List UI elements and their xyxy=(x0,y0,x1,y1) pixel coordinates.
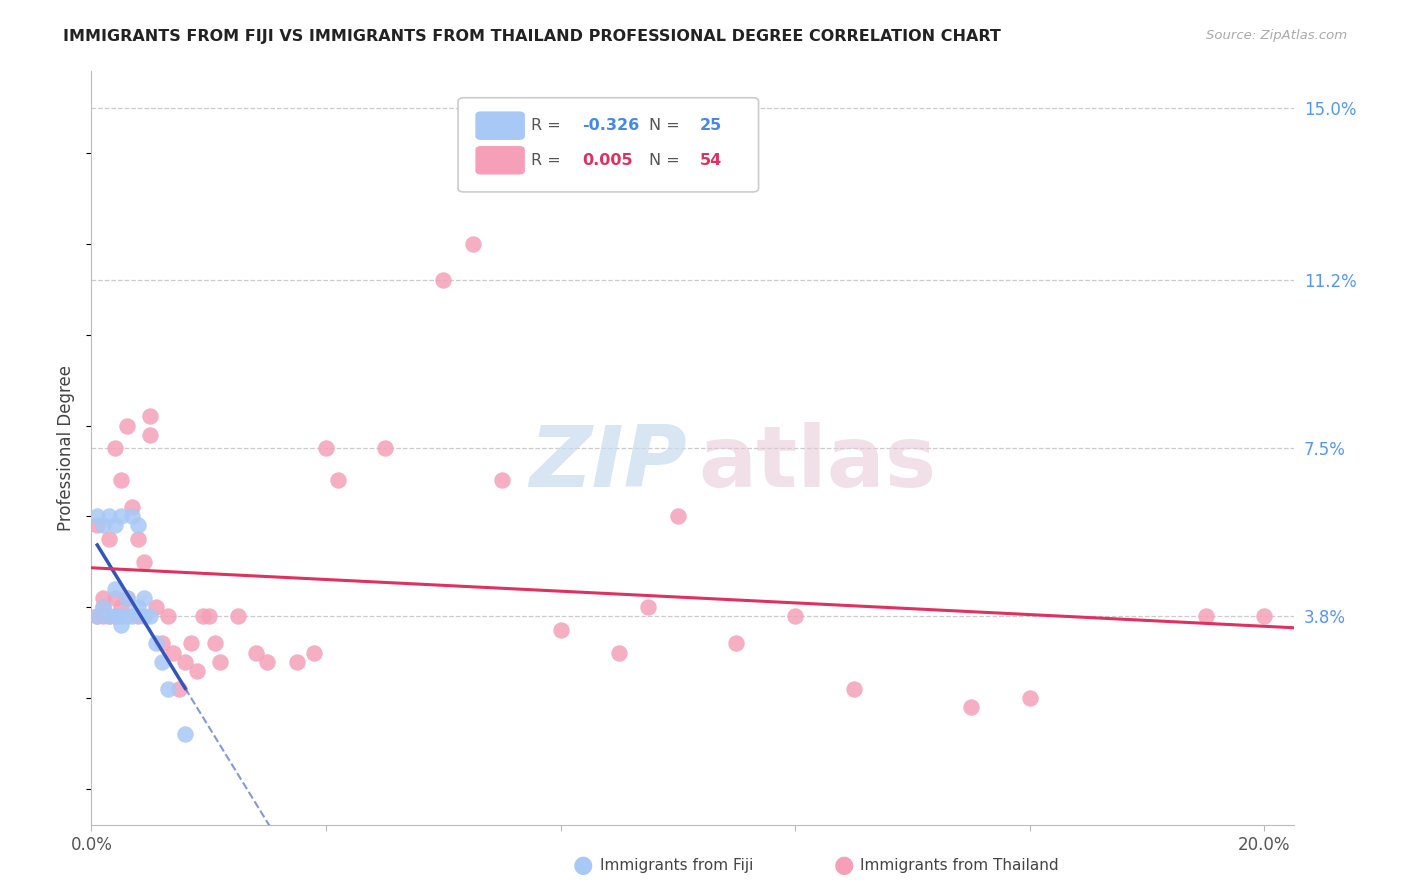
Point xyxy=(174,655,197,669)
Point xyxy=(150,636,173,650)
Point xyxy=(245,646,267,660)
Point xyxy=(98,532,121,546)
Text: Source: ZipAtlas.com: Source: ZipAtlas.com xyxy=(1206,29,1347,43)
Point xyxy=(461,236,484,251)
Text: ZIP: ZIP xyxy=(529,422,686,505)
Point xyxy=(134,555,156,569)
Point xyxy=(156,681,179,696)
Point xyxy=(134,591,156,605)
Point xyxy=(139,409,162,424)
Point xyxy=(91,518,114,533)
FancyBboxPatch shape xyxy=(477,112,524,139)
Point xyxy=(302,646,325,660)
Point xyxy=(186,664,208,678)
Point xyxy=(180,636,202,650)
Point xyxy=(666,509,689,524)
Point xyxy=(91,609,114,624)
Point xyxy=(110,473,132,487)
Point xyxy=(104,582,127,596)
Point xyxy=(169,681,191,696)
Point xyxy=(191,609,214,624)
Point xyxy=(197,609,219,624)
Text: R =: R = xyxy=(531,153,567,168)
Point xyxy=(127,609,149,624)
Point xyxy=(156,609,179,624)
Text: IMMIGRANTS FROM FIJI VS IMMIGRANTS FROM THAILAND PROFESSIONAL DEGREE CORRELATION: IMMIGRANTS FROM FIJI VS IMMIGRANTS FROM … xyxy=(63,29,1001,45)
Point xyxy=(104,591,127,605)
Point xyxy=(86,518,108,533)
Text: -0.326: -0.326 xyxy=(582,118,640,133)
Text: Immigrants from Thailand: Immigrants from Thailand xyxy=(860,858,1059,872)
Point xyxy=(256,655,278,669)
FancyBboxPatch shape xyxy=(458,98,759,192)
Point xyxy=(121,500,143,515)
Point xyxy=(550,623,572,637)
FancyBboxPatch shape xyxy=(477,147,524,174)
Point xyxy=(315,442,337,456)
Text: ●: ● xyxy=(834,854,853,877)
Text: ●: ● xyxy=(574,854,593,877)
Point xyxy=(127,518,149,533)
Point xyxy=(98,509,121,524)
Point xyxy=(110,618,132,632)
Point xyxy=(783,609,806,624)
Point xyxy=(121,509,143,524)
Point xyxy=(115,609,138,624)
Text: 0.005: 0.005 xyxy=(582,153,633,168)
Point xyxy=(326,473,349,487)
Text: 25: 25 xyxy=(700,118,721,133)
Point xyxy=(1253,609,1275,624)
Point xyxy=(110,600,132,615)
Text: N =: N = xyxy=(650,118,685,133)
Point xyxy=(86,609,108,624)
Point xyxy=(110,509,132,524)
Text: Immigrants from Fiji: Immigrants from Fiji xyxy=(600,858,754,872)
Point xyxy=(174,727,197,741)
Y-axis label: Professional Degree: Professional Degree xyxy=(58,365,76,532)
Text: R =: R = xyxy=(531,118,567,133)
Point xyxy=(204,636,226,650)
Point xyxy=(432,273,454,287)
Point xyxy=(104,609,127,624)
Point xyxy=(491,473,513,487)
Point xyxy=(209,655,232,669)
Point xyxy=(121,609,143,624)
Point xyxy=(98,609,121,624)
Text: N =: N = xyxy=(650,153,685,168)
Point xyxy=(134,609,156,624)
Point xyxy=(91,600,114,615)
Point xyxy=(127,532,149,546)
Point xyxy=(374,442,396,456)
Point xyxy=(104,518,127,533)
Point xyxy=(115,591,138,605)
Point xyxy=(91,591,114,605)
Point xyxy=(162,646,184,660)
Point xyxy=(1018,690,1040,705)
Point xyxy=(110,609,132,624)
Point xyxy=(139,427,162,442)
Point xyxy=(86,609,108,624)
Text: 54: 54 xyxy=(700,153,721,168)
Point xyxy=(86,509,108,524)
Point xyxy=(104,442,127,456)
Point xyxy=(98,609,121,624)
Point xyxy=(226,609,249,624)
Point xyxy=(1194,609,1216,624)
Point xyxy=(104,609,127,624)
Point xyxy=(285,655,308,669)
Point xyxy=(91,600,114,615)
Point xyxy=(145,636,167,650)
Point xyxy=(145,600,167,615)
Point xyxy=(127,600,149,615)
Point xyxy=(115,418,138,433)
Text: atlas: atlas xyxy=(699,422,936,505)
Point xyxy=(139,609,162,624)
Point xyxy=(725,636,748,650)
Point xyxy=(637,600,659,615)
Point xyxy=(115,591,138,605)
Point xyxy=(960,700,983,714)
Point xyxy=(150,655,173,669)
Point xyxy=(842,681,865,696)
Point xyxy=(607,646,630,660)
